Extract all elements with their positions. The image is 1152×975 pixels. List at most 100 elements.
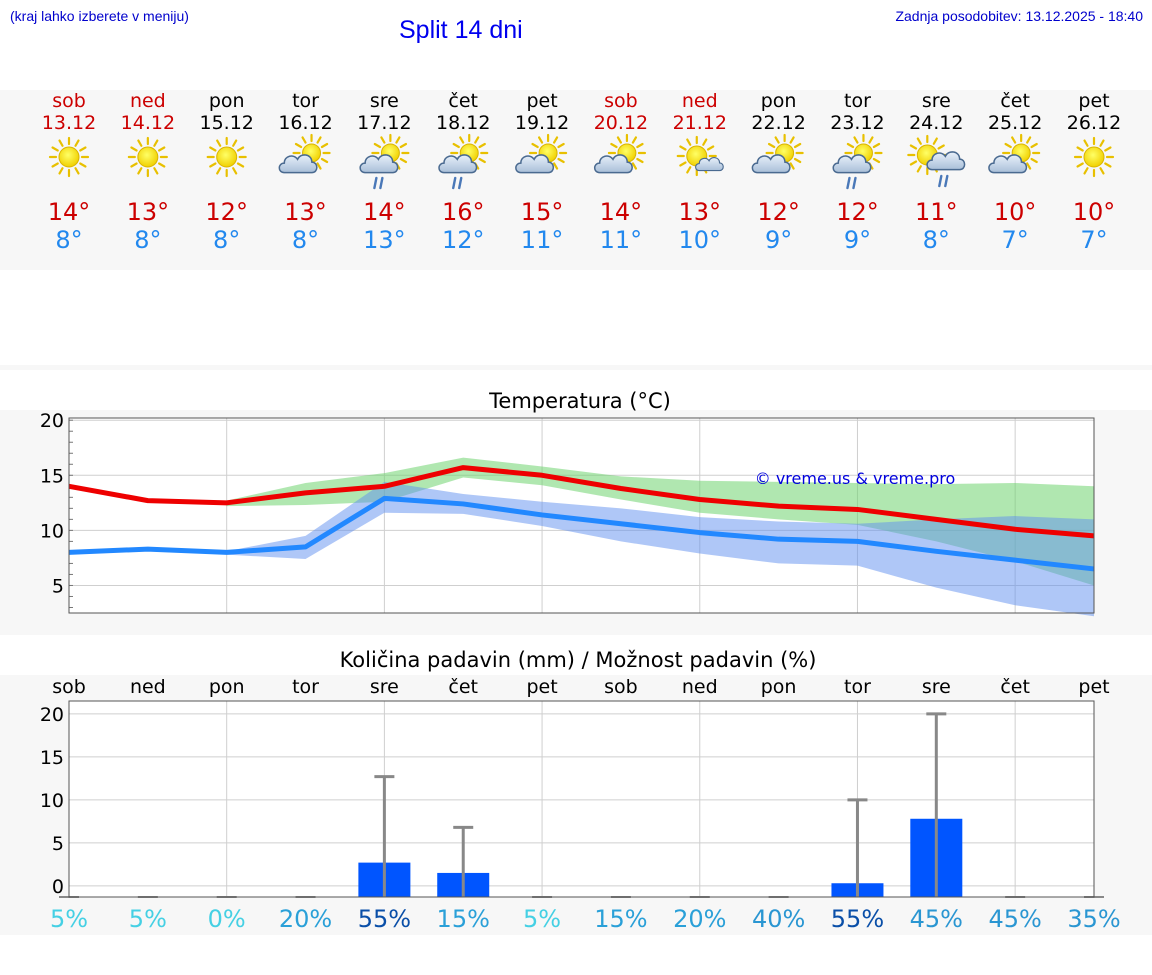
sun-ray <box>1030 142 1038 149</box>
sun-ray <box>557 157 565 164</box>
sun-ray <box>236 146 245 152</box>
sun-ray <box>1026 162 1032 170</box>
rain-drop <box>852 176 857 190</box>
sun-ray <box>868 136 874 144</box>
location-hint: (kraj lahko izberete v meniju) <box>10 8 189 24</box>
precipitation-probability: 45% <box>988 905 1041 933</box>
max-temperature: 14° <box>48 198 91 226</box>
sun-ray <box>51 162 59 168</box>
day-name: čet <box>1000 90 1030 112</box>
cloud-outline <box>988 154 1028 174</box>
day-date: 17.12 <box>357 112 411 134</box>
cloud-shape <box>832 154 872 174</box>
rain-drop <box>458 176 463 190</box>
max-temperature: 13° <box>678 198 721 226</box>
sun-shape <box>206 136 247 178</box>
sun-ray <box>631 162 638 170</box>
sun-ray <box>216 139 222 147</box>
sun-ray <box>51 146 59 152</box>
sun-cloud-rain-icon <box>438 133 489 190</box>
sun-ray <box>916 165 922 173</box>
x-category-label: pon <box>761 676 797 698</box>
day-name: tor <box>292 90 319 112</box>
day-name: sre <box>370 90 399 112</box>
sun-ray <box>459 136 465 144</box>
day-name: sre <box>922 90 951 112</box>
sun-ray <box>872 157 881 164</box>
x-category-label: pet <box>1078 676 1109 698</box>
sun-ray <box>679 161 687 167</box>
x-category-label: pet <box>526 676 557 698</box>
sun-shape <box>127 136 168 178</box>
precipitation-probability: 40% <box>752 905 805 933</box>
sun-ray <box>1030 157 1038 164</box>
sun-ray <box>452 142 460 149</box>
sun-ray <box>373 142 382 149</box>
day-date: 15.12 <box>199 112 253 134</box>
x-category-label: pon <box>209 676 245 698</box>
sun-ray <box>320 142 329 149</box>
y-tick-label: 10 <box>40 790 64 812</box>
day-date: 24.12 <box>909 112 963 134</box>
sun-ray <box>74 139 80 147</box>
precipitation-probability: 35% <box>1067 905 1120 933</box>
precipitation-probability: 15% <box>437 905 490 933</box>
sun-ray <box>846 142 855 149</box>
min-temperature: 8° <box>55 226 82 254</box>
sun-ray <box>1104 146 1112 152</box>
sun-ray <box>767 142 776 149</box>
y-tick-label: 15 <box>40 465 64 487</box>
sun-ray <box>774 136 780 144</box>
precipitation-probability: 5% <box>50 905 88 933</box>
x-category-label: čet <box>1000 676 1030 698</box>
day-name: sob <box>604 90 638 112</box>
rain-drop <box>379 176 384 190</box>
sun-rain-cloud-icon <box>907 134 966 188</box>
x-category-label: ned <box>682 676 718 698</box>
rain-drops <box>373 176 384 190</box>
sun-ray <box>79 162 87 168</box>
max-temperature: 11° <box>915 198 958 226</box>
sun-ray <box>702 138 708 146</box>
sun-ray <box>232 167 238 175</box>
sun-ray <box>1004 142 1012 149</box>
rain-drop <box>938 174 943 188</box>
max-temperature: 10° <box>1073 198 1116 226</box>
sun-ray <box>301 136 307 144</box>
sun-ray <box>1099 139 1105 147</box>
sun-ray <box>793 142 802 149</box>
sun-cloud-icon <box>593 133 647 174</box>
sun-ray <box>1076 146 1084 152</box>
cloud-shape <box>593 154 633 174</box>
x-category-label: tor <box>844 676 871 698</box>
sun-ray <box>789 162 795 170</box>
sun-ray <box>474 136 480 144</box>
day-date: 16.12 <box>278 112 332 134</box>
day-name: pon <box>209 90 245 112</box>
x-category-label: sre <box>370 676 399 698</box>
temperature-chart-title: Temperatura (°C) <box>488 389 671 413</box>
min-temperature: 9° <box>765 226 792 254</box>
cloud-outline <box>278 154 318 174</box>
day-name: ned <box>130 90 166 112</box>
y-tick-label: 0 <box>52 876 64 898</box>
page-title: Split 14 dni <box>399 16 523 44</box>
separator-band <box>0 365 1152 370</box>
day-date: 23.12 <box>830 112 884 134</box>
rain-drops <box>452 176 463 190</box>
day-date: 22.12 <box>751 112 805 134</box>
cloud-shape <box>278 154 318 174</box>
sun-ray <box>216 167 222 175</box>
x-category-label: sob <box>52 676 86 698</box>
rain-drop <box>944 174 949 188</box>
day-date: 21.12 <box>673 112 727 134</box>
cloud-outline <box>593 154 633 174</box>
sun-ray <box>909 160 918 166</box>
